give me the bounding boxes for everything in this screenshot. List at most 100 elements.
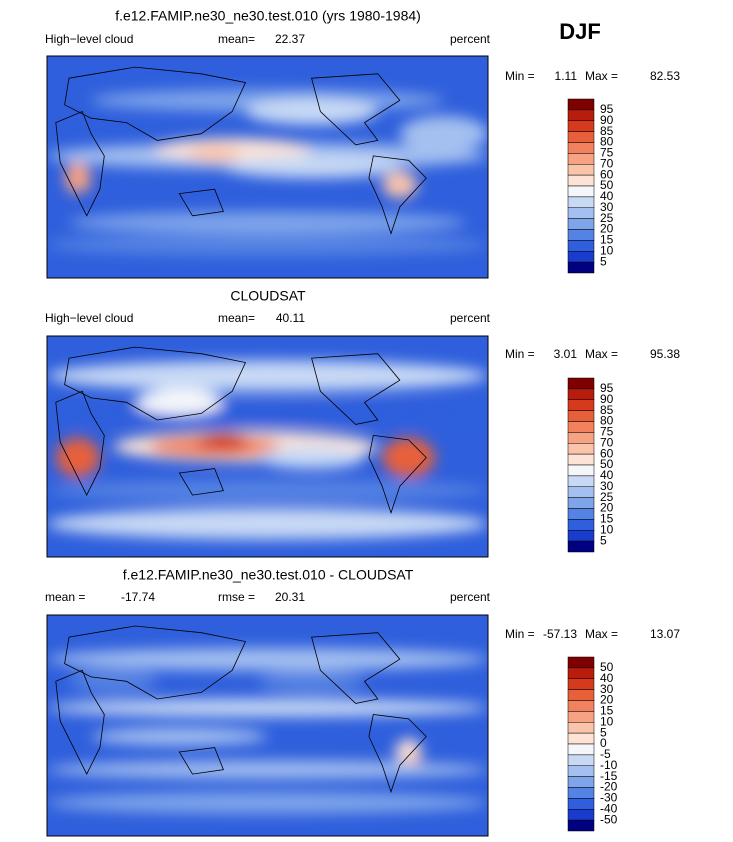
- colorbar-box: [567, 519, 595, 531]
- colorbar-box: [567, 711, 595, 723]
- colorbar-box: [567, 443, 595, 455]
- colorbar-label: 50: [600, 660, 614, 674]
- colorbar-box: [567, 776, 595, 788]
- min-value: 3.01: [554, 347, 578, 361]
- coastline: [311, 353, 401, 425]
- map-field: [47, 615, 488, 836]
- field-patch: [188, 144, 242, 163]
- colorbar-box: [567, 432, 595, 444]
- colorbar-box: [567, 754, 595, 766]
- field-patch: [196, 433, 250, 451]
- colorbar-box: [567, 207, 595, 219]
- colorbar-label: 95: [600, 102, 614, 116]
- colorbar-box: [567, 497, 595, 509]
- stat-value: 22.37: [275, 32, 305, 46]
- colorbar-box: [567, 185, 595, 198]
- max-label: Max =: [585, 69, 618, 83]
- colorbar-box: [567, 421, 595, 433]
- colorbar-label: -10: [600, 758, 618, 772]
- colorbar-label: 80: [600, 135, 614, 149]
- colorbar-label: 10: [600, 714, 614, 728]
- coastline: [64, 66, 247, 141]
- colorbar-box: [567, 798, 595, 810]
- colorbar-box: [567, 486, 595, 498]
- colorbar-box: [567, 377, 595, 390]
- field-patch: [258, 446, 365, 469]
- colorbar-label: 25: [600, 490, 614, 504]
- colorbar-box: [567, 218, 595, 230]
- field-patch: [47, 508, 488, 540]
- colorbar-label: 75: [600, 146, 614, 160]
- colorbar-box: [567, 667, 595, 679]
- colorbar-box: [567, 153, 595, 165]
- colorbar-box: [567, 765, 595, 777]
- field-patch: [47, 360, 488, 392]
- stat-label: mean=: [218, 32, 255, 46]
- colorbar-label: -15: [600, 769, 618, 783]
- coastline: [55, 669, 105, 775]
- colorbar-box: [567, 174, 595, 187]
- panel-title: f.e12.FAMIP.ne30_ne30.test.010 (yrs 1980…: [115, 8, 421, 24]
- unit-label: percent: [450, 32, 491, 46]
- colorbar-label: 30: [600, 682, 614, 696]
- colorbar-label: 30: [600, 200, 614, 214]
- map-frame: [46, 335, 489, 558]
- colorbar-box: [567, 722, 595, 734]
- stat-label: mean=: [218, 311, 255, 325]
- panel-title: f.e12.FAMIP.ne30_ne30.test.010 - CLOUDSA…: [123, 567, 414, 583]
- field-patch: [47, 791, 488, 814]
- field-patch: [223, 155, 400, 179]
- colorbar-box: [567, 732, 595, 745]
- panel-title: CLOUDSAT: [230, 288, 306, 304]
- field-patch: [47, 402, 488, 425]
- colorbar-label: -30: [600, 791, 618, 805]
- coastline: [178, 747, 224, 775]
- colorbar-label: 15: [600, 512, 614, 526]
- field-patch: [382, 437, 436, 478]
- colorbar-box: [567, 109, 595, 121]
- colorbar-label: 20: [600, 501, 614, 515]
- field-patch: [55, 437, 100, 478]
- colorbar-box: [567, 508, 595, 520]
- field-patch: [245, 98, 378, 125]
- panel: f.e12.FAMIP.ne30_ne30.test.010 (yrs 1980…: [45, 8, 680, 279]
- colorbar-label: 70: [600, 435, 614, 449]
- panel: f.e12.FAMIP.ne30_ne30.test.010 - CLOUDSA…: [45, 567, 680, 837]
- colorbar-label: 70: [600, 156, 614, 170]
- max-label: Max =: [585, 347, 618, 361]
- colorbar-label: 40: [600, 671, 614, 685]
- colorbar-label: 10: [600, 243, 614, 257]
- min-label: Min =: [505, 627, 535, 641]
- colorbar-label: 85: [600, 403, 614, 417]
- colorbar-label: -5: [600, 747, 611, 761]
- colorbar-box: [567, 819, 595, 832]
- colorbar-box: [567, 689, 595, 701]
- coastline: [311, 632, 401, 704]
- map-frame: [46, 614, 489, 837]
- colorbar-box: [567, 453, 595, 466]
- colorbar-label: 15: [600, 233, 614, 247]
- max-value: 95.38: [650, 347, 680, 361]
- colorbar-label: 5: [600, 725, 607, 739]
- colorbar-label: -20: [600, 780, 618, 794]
- colorbar-label: 30: [600, 479, 614, 493]
- max-label: Max =: [585, 627, 618, 641]
- colorbar-label: 25: [600, 211, 614, 225]
- field-patch: [47, 760, 488, 779]
- colorbar-label: 95: [600, 381, 614, 395]
- colorbar-box: [567, 809, 595, 821]
- colorbar-box: [567, 656, 595, 669]
- colorbar-label: 10: [600, 522, 614, 536]
- colorbar-box: [567, 464, 595, 477]
- colorbar-box: [567, 678, 595, 690]
- colorbar-box: [567, 399, 595, 411]
- colorbar-label: -40: [600, 801, 618, 815]
- colorbar-box: [567, 530, 595, 542]
- field-patch: [47, 233, 488, 256]
- colorbar-box: [567, 410, 595, 422]
- colorbar-box: [567, 475, 595, 487]
- field-blobs: [47, 89, 488, 256]
- stat-value: 20.31: [275, 590, 305, 604]
- colorbar-box: [567, 131, 595, 143]
